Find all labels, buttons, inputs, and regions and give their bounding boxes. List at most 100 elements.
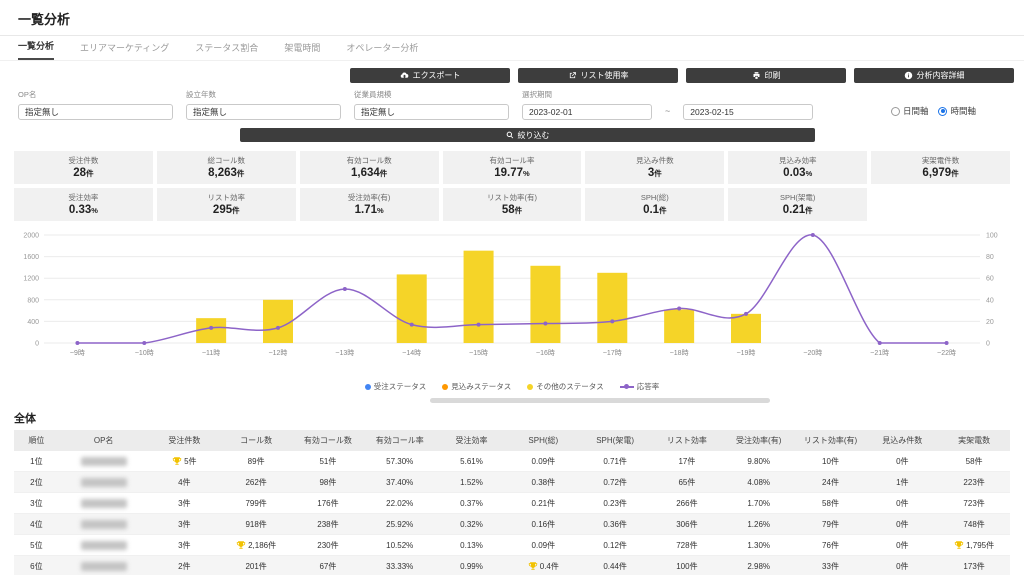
period-separator: ~	[665, 106, 671, 116]
kpi-label: リスト効率	[207, 193, 246, 202]
tab-3[interactable]: ステータス割合	[195, 43, 259, 53]
radio-day-axis[interactable]: 日間軸	[890, 105, 928, 117]
employee-size-label: 従業員規模	[354, 90, 392, 99]
established-years-input[interactable]	[186, 104, 341, 120]
kpi-label: 実架電件数	[921, 156, 960, 165]
table-cell: 2件	[148, 555, 221, 575]
table-cell: 17件	[651, 451, 723, 472]
table-cell: 76件	[794, 534, 867, 556]
table-cell: 2位	[14, 471, 59, 493]
filter-form: OP名 設立年数 従業員規模 選択期間 ~ 日間軸 時間軸	[0, 83, 1024, 120]
legend-item: 応答率	[619, 381, 659, 392]
print-button[interactable]: 印刷	[686, 68, 846, 83]
table-cell: 37.40%	[363, 471, 436, 493]
op-name-input[interactable]	[18, 104, 173, 120]
table-cell: 4.08%	[722, 471, 795, 493]
list-usage-button[interactable]: リスト使用率	[518, 68, 678, 83]
kpi-label: SPH(総)	[640, 193, 669, 202]
legend-item: 見込みステータス	[442, 381, 511, 392]
table-cell	[58, 471, 149, 493]
kpi-cards-row-1: 受注件数 28件 総コール数 8,263件 有効コール数 1,634件 有効コール率 19.7…	[14, 151, 1010, 184]
table-row: 2位 4件 262件 98件 37.40% 1.52% 0.38件 0.72件 65件 4.08%…	[14, 471, 1010, 493]
op-name-redacted	[80, 477, 127, 487]
horizontal-scrollbar[interactable]	[430, 398, 770, 403]
table-cell: 262件	[220, 471, 293, 493]
kpi-card: SPH(架電) 0.21件	[728, 188, 868, 221]
op-name-field: OP名	[18, 89, 173, 120]
table-cell: 67件	[292, 555, 364, 575]
table-cell	[58, 555, 149, 575]
table-cell: 918件	[220, 513, 293, 535]
kpi-value: 295件	[212, 204, 240, 216]
svg-text:1200: 1200	[23, 276, 39, 283]
table-cell: 0.71件	[579, 451, 652, 472]
export-button[interactable]: エクスポート	[350, 68, 510, 83]
table-cell: 723件	[938, 492, 1010, 514]
op-name-redacted	[80, 540, 127, 550]
radio-hour-axis[interactable]: 時間軸	[938, 105, 976, 117]
tab-1[interactable]: 一覧分析	[18, 39, 55, 60]
table-cell: 0.38件	[507, 471, 580, 493]
ranking-section: 全体 順位 OP名 受注件数 コール数 有効コール数 有効コール率 受注効率 SPH(総) SP…	[0, 403, 1024, 575]
tab-2[interactable]: エリアマーケティング	[80, 43, 170, 53]
table-cell: 5件	[148, 451, 221, 472]
toolbar: エクスポート リスト使用率 印刷 分析内容詳細	[0, 61, 1024, 83]
kpi-card: 見込み件数 3件	[585, 151, 725, 184]
analysis-detail-button[interactable]: 分析内容詳細	[854, 68, 1014, 83]
kpi-value: 1.71%	[354, 204, 384, 216]
tab-bar: 一覧分析 エリアマーケティング ステータス割合 架電時間 オペレーター分析	[0, 36, 1024, 61]
period-from-input[interactable]	[522, 104, 652, 120]
svg-text:~12時: ~12時	[269, 349, 288, 357]
tab-4[interactable]: 架電時間	[284, 43, 321, 53]
table-cell: 4位	[14, 513, 59, 535]
table-cell	[58, 492, 149, 514]
kpi-card: 有効コール数 1,634件	[299, 151, 439, 184]
page-title: 一覧分析	[18, 12, 71, 27]
table-cell	[58, 451, 149, 472]
kpi-value: 0.21件	[782, 204, 813, 216]
employee-size-input[interactable]	[354, 104, 509, 120]
table-cell: 25.92%	[363, 513, 436, 535]
table-cell: 201件	[220, 555, 293, 575]
table-cell: 173件	[938, 555, 1010, 575]
kpi-value: 1,634件	[350, 167, 388, 179]
column-header: 有効コール数	[292, 430, 364, 451]
svg-text:0: 0	[986, 341, 990, 348]
op-name-redacted	[80, 498, 127, 508]
table-cell: 0件	[866, 534, 939, 556]
legend-item: その他のステータス	[527, 381, 604, 392]
svg-text:400: 400	[27, 319, 39, 326]
table-cell: 1.30%	[722, 534, 795, 556]
table-row: 1位 5件 89件 51件 57.30% 5.61% 0.09件 0.71件 17件 9.80% 1…	[14, 451, 1010, 472]
axis-radio-group: 日間軸 時間軸	[890, 105, 1006, 120]
table-cell: 0.09件	[507, 451, 580, 472]
svg-text:~21時: ~21時	[870, 349, 889, 357]
trophy-icon	[528, 561, 537, 570]
table-cell: 3件	[148, 513, 221, 535]
filter-submit-button[interactable]: 絞り込む	[240, 128, 815, 142]
svg-text:40: 40	[986, 297, 994, 304]
kpi-label: 有効コール数	[346, 156, 392, 165]
table-cell: 58件	[794, 492, 867, 514]
page-header: 一覧分析	[0, 0, 1024, 36]
table-header-row: 順位 OP名 受注件数 コール数 有効コール数 有効コール率 受注効率 SPH(総) SPH(架…	[14, 430, 1010, 451]
kpi-value: 28件	[73, 167, 94, 179]
table-cell: 0件	[866, 451, 939, 472]
svg-text:60: 60	[986, 276, 994, 283]
period-to-input[interactable]	[683, 104, 814, 120]
table-cell: 1件	[866, 471, 939, 493]
legend-label: 受注ステータス	[373, 382, 427, 391]
kpi-value: 0.03%	[783, 167, 813, 179]
tab-5[interactable]: オペレーター分析	[346, 43, 419, 53]
table-cell: 238件	[292, 513, 364, 535]
table-cell: 3件	[148, 534, 221, 556]
kpi-label: 受注件数	[68, 156, 99, 165]
kpi-label: 見込み件数	[636, 156, 674, 165]
cell-value: 5件	[184, 456, 197, 466]
cell-value: 1,795件	[966, 540, 995, 550]
kpi-card: 見込み効率 0.03%	[728, 151, 868, 184]
kpi-card: 受注件数 28件	[14, 151, 153, 184]
table-cell: 22.02%	[363, 492, 436, 514]
operator-ranking-table: 順位 OP名 受注件数 コール数 有効コール数 有効コール率 受注効率 SPH(総) SPH(架…	[14, 430, 1010, 575]
table-cell: 0.12件	[579, 534, 652, 556]
